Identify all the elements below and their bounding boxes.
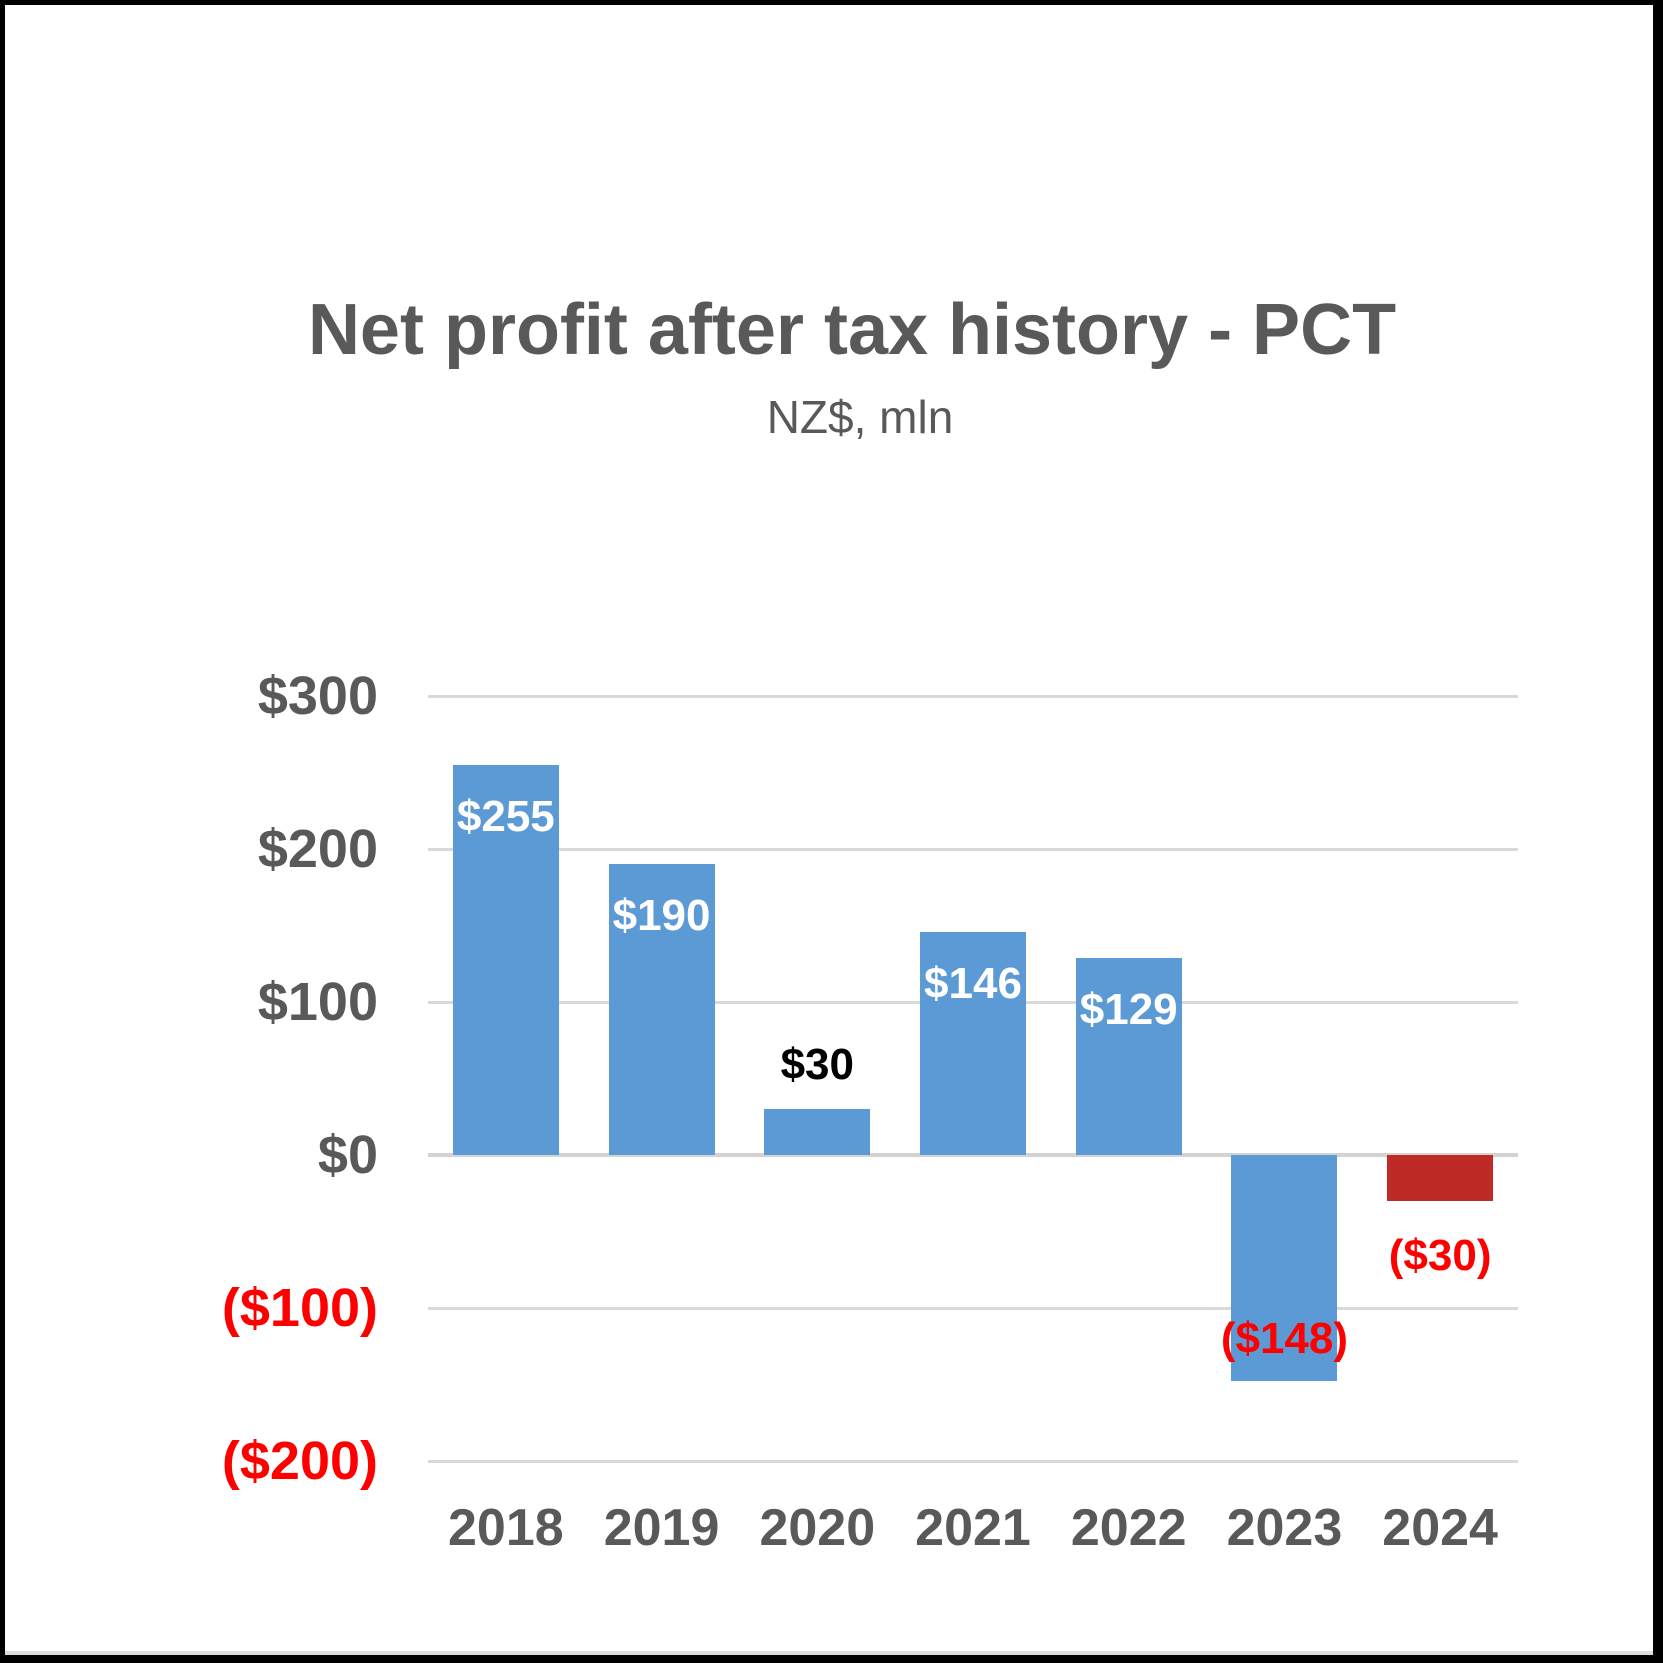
bar-value-label-2021: $146: [924, 958, 1022, 1008]
y-tick-label-($100): ($100): [221, 1278, 378, 1338]
chart-canvas: [5, 5, 1653, 1651]
chart-subtitle: NZ$, mln: [766, 391, 954, 443]
x-axis-label-2020: 2020: [759, 1499, 876, 1557]
x-axis-label-2018: 2018: [448, 1499, 564, 1557]
bar-value-label-2023: ($148): [1220, 1314, 1349, 1364]
bar-value-label-2018: $255: [456, 791, 555, 841]
bar-2024: [1387, 1155, 1494, 1201]
gridline-$300: [428, 694, 1518, 698]
x-axis-label-2023: 2023: [1226, 1499, 1343, 1557]
y-tick-label-$100: $100: [257, 972, 378, 1032]
bar-value-label-2020: $30: [780, 1040, 854, 1090]
bar-2021: [920, 931, 1026, 1155]
x-axis-label-2021: 2021: [915, 1499, 1031, 1557]
bar-2023: [1231, 1155, 1338, 1382]
bar-value-label-2024: ($30): [1388, 1230, 1492, 1280]
gridline-$200: [428, 847, 1518, 851]
gridline-($100): [428, 1306, 1518, 1310]
bar-2020: [764, 1109, 871, 1155]
bar-value-label-2019: $190: [612, 891, 711, 941]
bar-2022: [1075, 957, 1182, 1155]
bar-2018: [452, 764, 559, 1155]
bar-value-label-2022: $129: [1079, 984, 1178, 1034]
gridline-$0: [428, 1153, 1518, 1157]
y-tick-label-$0: $0: [317, 1125, 378, 1185]
x-axis-label-2024: 2024: [1382, 1499, 1498, 1557]
y-tick-label-($200): ($200): [221, 1431, 378, 1491]
y-tick-label-$300: $300: [257, 666, 378, 726]
y-tick-label-$200: $200: [257, 819, 378, 879]
page-edge-shadow: [5, 1651, 1653, 1655]
gridline-($200): [428, 1459, 1518, 1463]
chart-title: Net profit after tax history - PCT: [307, 290, 1397, 370]
bar-2019: [608, 864, 715, 1155]
x-axis-label-2019: 2019: [603, 1499, 720, 1557]
x-axis-label-2022: 2022: [1070, 1499, 1187, 1557]
